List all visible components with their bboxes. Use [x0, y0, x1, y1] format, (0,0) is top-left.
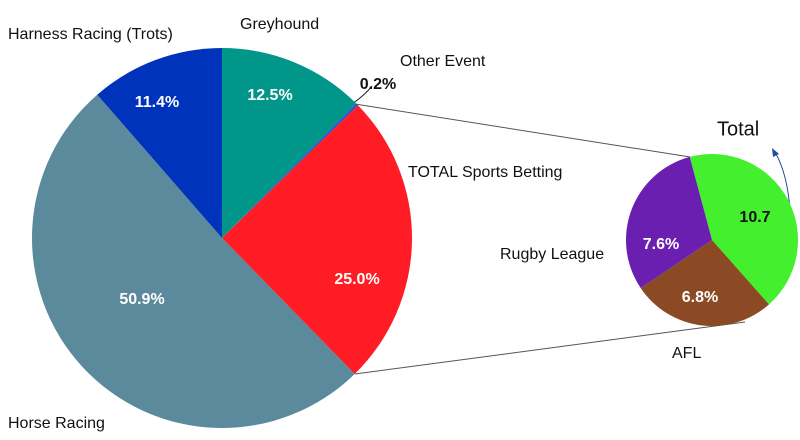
value-label: 0.2% [360, 76, 396, 93]
value-label: 12.5% [247, 87, 292, 104]
category-label: AFL [672, 345, 701, 362]
pie-slice [626, 156, 712, 289]
category-label: TOTAL Sports Betting [408, 164, 562, 181]
value-label: 7.6% [643, 236, 679, 253]
category-label: Harness Racing (Trots) [8, 26, 173, 43]
category-label: Rugby League [500, 246, 604, 263]
arrow-head [772, 148, 779, 157]
value-label: 11.4% [135, 94, 179, 111]
pie-slice [222, 103, 359, 238]
pie-slice [640, 240, 770, 326]
pie-slice [222, 105, 412, 375]
pie-slice [32, 94, 355, 428]
pie-slice [97, 48, 222, 238]
pie-slice [689, 154, 798, 305]
pie-slice [222, 48, 357, 238]
value-label: 50.9% [119, 291, 164, 308]
category-label: Greyhound [240, 16, 319, 33]
connector-line [354, 103, 691, 158]
connector-line [354, 321, 746, 375]
category-label: Other Event [400, 53, 486, 70]
value-label: 25.0% [334, 271, 379, 288]
category-label: Horse Racing [8, 415, 105, 432]
value-label: 6.8% [682, 289, 718, 306]
value-label: 10.7 [739, 209, 770, 226]
category-label: Total [717, 118, 759, 140]
